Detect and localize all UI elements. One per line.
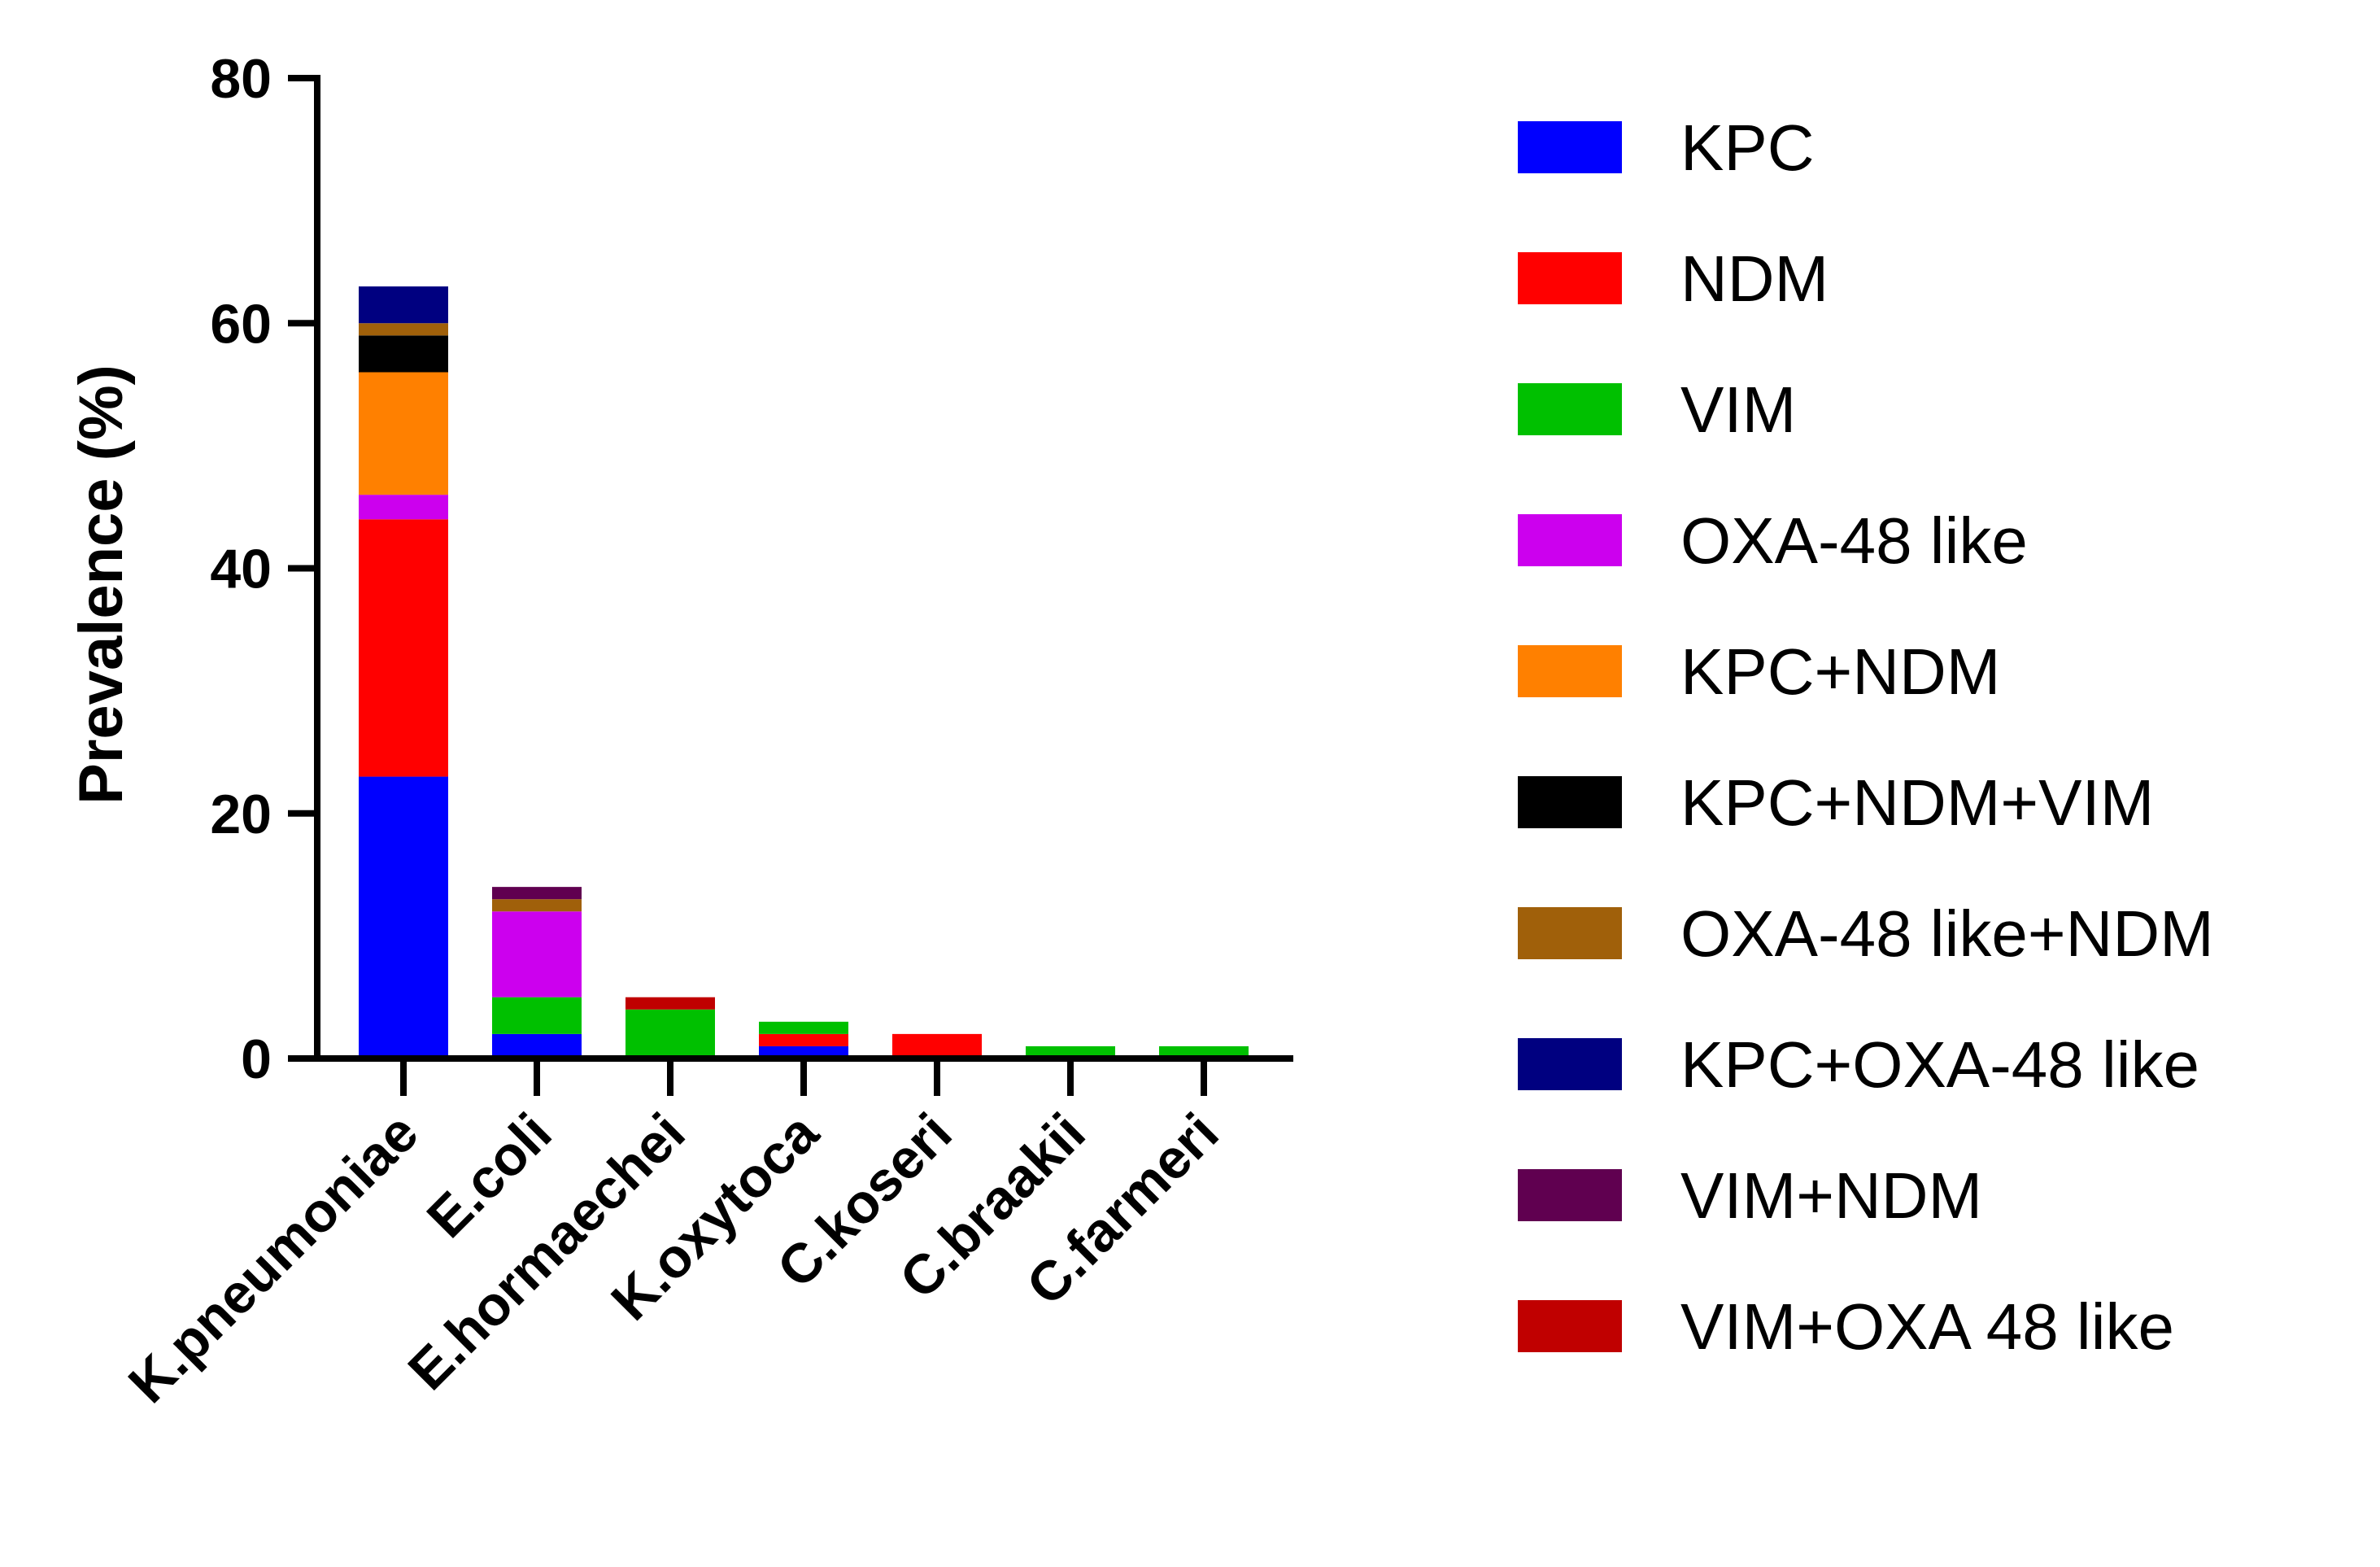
y-tick-label: 80 — [210, 48, 272, 110]
bar-segment — [359, 519, 448, 777]
bar-segment — [359, 776, 448, 1058]
legend-swatch — [1518, 121, 1622, 173]
y-tick-label: 60 — [210, 293, 272, 355]
legend-label: KPC — [1680, 111, 1815, 184]
legend-label: KPC+NDM+VIM — [1680, 766, 2154, 839]
legend-swatch — [1518, 383, 1622, 435]
legend-swatch — [1518, 1038, 1622, 1090]
legend-label: VIM+OXA 48 like — [1680, 1290, 2174, 1363]
bar-segment — [626, 1009, 715, 1058]
bar-segment — [626, 997, 715, 1010]
legend-swatch — [1518, 1169, 1622, 1221]
legend-label: OXA-48 like — [1680, 504, 2028, 577]
bar-segment — [759, 1021, 848, 1034]
bar-segment — [359, 286, 448, 324]
bar-segment — [892, 1033, 982, 1058]
bar-segment — [492, 911, 582, 997]
legend-swatch — [1518, 514, 1622, 566]
bar-segment — [759, 1033, 848, 1046]
bar-segment — [492, 997, 582, 1034]
y-axis-label: Prevalence (%) — [67, 364, 136, 805]
legend-swatch — [1518, 1300, 1622, 1352]
x-tick-label: K.pneumoniae — [117, 1102, 430, 1415]
bar-segment — [492, 899, 582, 912]
legend-swatch — [1518, 776, 1622, 828]
y-tick-label: 20 — [210, 784, 272, 845]
legend: KPC NDM VIM OXA-48 like KPC+NDM KPC+NDM+VIM OX… — [1518, 111, 2214, 1363]
legend-swatch — [1518, 645, 1622, 697]
y-tick-label: 0 — [241, 1028, 272, 1090]
legend-label: KPC+NDM — [1680, 635, 2000, 708]
legend-swatch — [1518, 252, 1622, 304]
legend-label: NDM — [1680, 242, 1829, 315]
legend-swatch — [1518, 907, 1622, 959]
legend-label: KPC+OXA-48 like — [1680, 1028, 2199, 1101]
bar-segment — [492, 1033, 582, 1058]
legend-label: VIM — [1680, 373, 1796, 446]
bar-segment — [359, 372, 448, 495]
legend-label: OXA-48 like+NDM — [1680, 897, 2214, 970]
y-tick-label: 40 — [210, 539, 272, 600]
bars-layer — [359, 286, 1249, 1058]
bar-segment — [492, 887, 582, 900]
bar-segment — [359, 495, 448, 520]
legend-label: VIM+NDM — [1680, 1159, 1982, 1232]
bar-segment — [359, 323, 448, 336]
bar-segment — [359, 335, 448, 373]
